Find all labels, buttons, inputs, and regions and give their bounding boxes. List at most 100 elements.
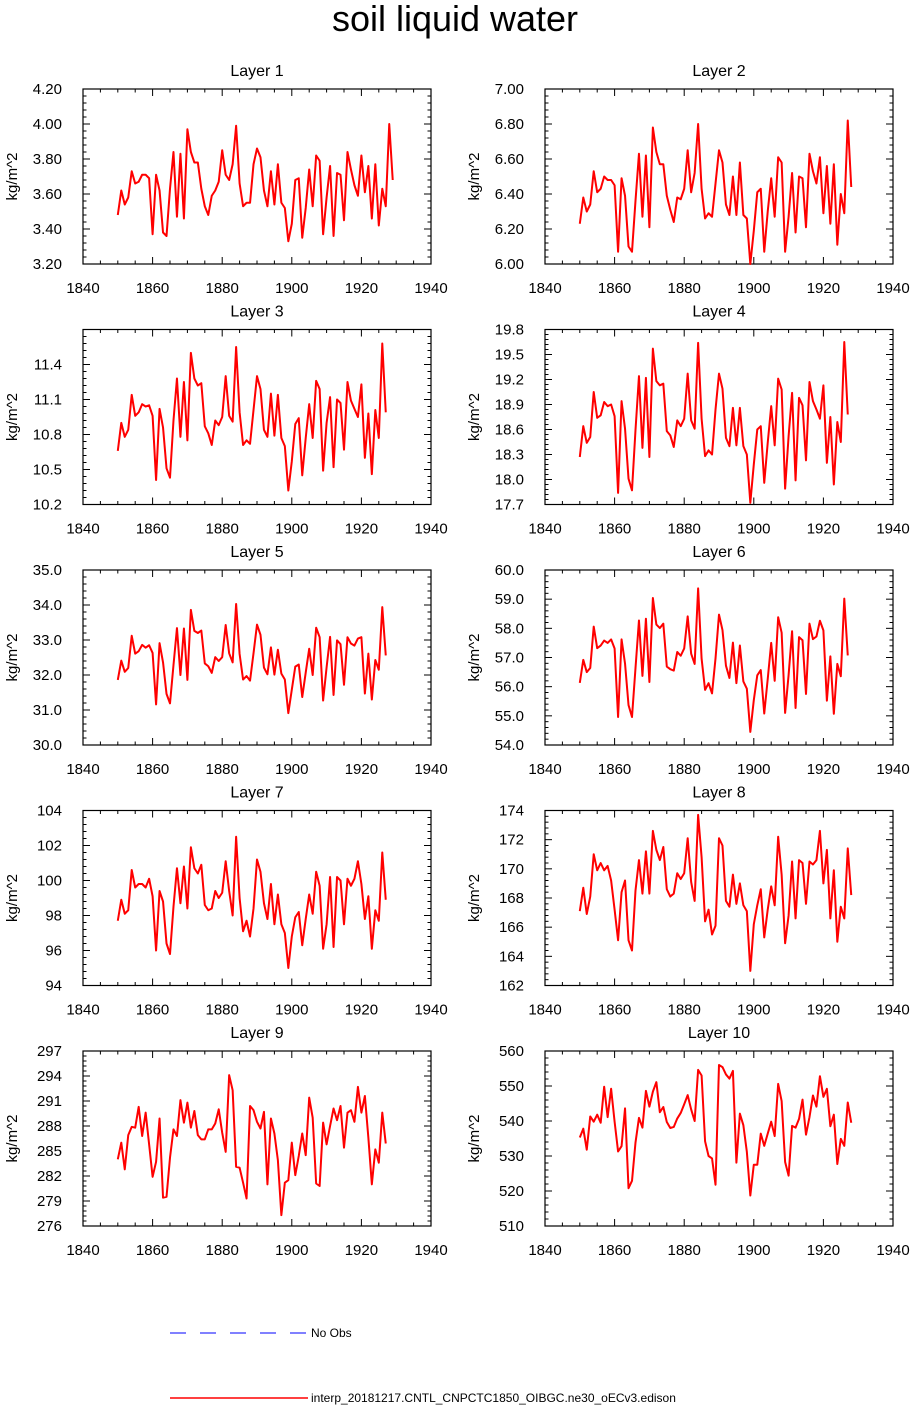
plot-frame	[544, 88, 894, 265]
y-tick-label: 11.1	[34, 392, 62, 409]
x-tick-label: 1920	[807, 761, 840, 778]
y-tick-label: 3.60	[33, 186, 62, 203]
x-tick-label: 1920	[807, 280, 840, 297]
y-tick-label: 4.00	[33, 116, 62, 133]
y-tick-label: 56.0	[495, 679, 524, 696]
y-tick-label: 174	[499, 803, 524, 820]
panel-title: Layer 2	[692, 63, 745, 80]
y-tick-label: 288	[37, 1118, 62, 1135]
y-tick-label: 294	[37, 1068, 62, 1085]
x-tick-label: 1900	[275, 1002, 308, 1019]
x-tick-label: 1900	[737, 280, 770, 297]
x-tick-label: 1900	[737, 1242, 770, 1259]
y-tick-label: 55.0	[495, 708, 524, 725]
y-tick-label: 4.20	[33, 81, 62, 98]
x-tick-label: 1940	[414, 521, 447, 538]
x-tick-label: 1920	[807, 1242, 840, 1259]
chart-panel-7: Layer 7 1840 1860 1880 1900 1920 1940 94 96 98 100…	[4, 785, 448, 1019]
y-axis-label: kg/m^2	[466, 153, 483, 201]
y-tick-label: 166	[499, 919, 524, 936]
x-tick-label: 1840	[528, 1242, 561, 1259]
y-tick-label: 520	[499, 1183, 524, 1200]
panel-title: Layer 6	[692, 544, 745, 561]
x-tick-label: 1860	[136, 521, 169, 538]
x-tick-label: 1860	[598, 1002, 631, 1019]
x-tick-label: 1900	[275, 521, 308, 538]
x-tick-label: 1860	[136, 761, 169, 778]
x-tick-label: 1940	[414, 1002, 447, 1019]
y-tick-label: 172	[499, 832, 524, 849]
y-tick-label: 6.00	[495, 256, 524, 273]
y-tick-label: 60.0	[495, 562, 524, 579]
series-line	[578, 587, 849, 733]
series-line	[116, 602, 387, 715]
x-tick-label: 1920	[807, 1002, 840, 1019]
panel-title: Layer 8	[692, 785, 745, 802]
panel-title: Layer 9	[230, 1025, 283, 1042]
plot-frame	[82, 809, 432, 987]
series-line	[578, 119, 853, 265]
y-tick-label: 98	[45, 908, 62, 925]
y-tick-label: 164	[499, 948, 524, 965]
series-line	[116, 1074, 387, 1217]
y-tick-label: 170	[499, 861, 524, 878]
plot-frame	[82, 88, 432, 265]
panel-title: Layer 7	[230, 785, 283, 802]
x-tick-label: 1920	[345, 761, 378, 778]
x-tick-label: 1840	[66, 521, 99, 538]
y-tick-label: 10.2	[33, 497, 62, 514]
series-line	[578, 341, 849, 504]
y-axis-label: kg/m^2	[4, 874, 21, 922]
chart-panel-4: Layer 4 1840 1860 1880 1900 1920 1940 17.7 18.0 1…	[466, 304, 910, 538]
x-tick-label: 1940	[414, 1242, 447, 1259]
legend-obs-label: No Obs	[311, 1326, 352, 1340]
x-tick-label: 1900	[737, 521, 770, 538]
y-tick-label: 18.6	[495, 422, 524, 439]
y-tick-label: 297	[37, 1043, 62, 1060]
chart-panel-3: Layer 3 1840 1860 1880 1900 1920 1940 10.2 10.5 1…	[4, 304, 448, 538]
y-tick-label: 162	[499, 978, 524, 995]
y-tick-label: 6.60	[495, 151, 524, 168]
x-tick-label: 1880	[668, 280, 701, 297]
x-tick-label: 1860	[598, 1242, 631, 1259]
y-axis-label: kg/m^2	[4, 634, 21, 682]
x-tick-label: 1940	[876, 280, 909, 297]
x-tick-label: 1840	[66, 280, 99, 297]
x-tick-label: 1900	[737, 1002, 770, 1019]
x-tick-label: 1880	[668, 521, 701, 538]
y-tick-label: 32.0	[33, 667, 62, 684]
x-tick-label: 1880	[206, 521, 239, 538]
x-tick-label: 1860	[136, 1242, 169, 1259]
y-tick-label: 282	[37, 1168, 62, 1185]
x-tick-label: 1920	[807, 521, 840, 538]
x-tick-label: 1940	[876, 761, 909, 778]
panel-title: Layer 4	[692, 304, 745, 321]
chart-panel-8: Layer 8 1840 1860 1880 1900 1920 1940 162 164 166…	[466, 785, 910, 1019]
x-tick-label: 1880	[206, 1242, 239, 1259]
series-line	[116, 342, 387, 492]
y-tick-label: 94	[45, 978, 62, 995]
y-tick-label: 6.20	[495, 221, 524, 238]
y-axis-label: kg/m^2	[4, 393, 21, 441]
x-tick-label: 1840	[528, 521, 561, 538]
y-tick-label: 10.8	[33, 427, 62, 444]
y-tick-label: 96	[45, 943, 62, 960]
y-tick-label: 35.0	[33, 562, 62, 579]
y-tick-label: 530	[499, 1148, 524, 1165]
y-tick-label: 18.9	[495, 397, 524, 414]
x-tick-label: 1940	[414, 761, 447, 778]
chart-panel-10: Layer 10 1840 1860 1880 1900 1920 1940 510 520 53…	[466, 1025, 910, 1259]
y-tick-label: 168	[499, 890, 524, 907]
y-tick-label: 3.80	[33, 151, 62, 168]
x-tick-label: 1900	[275, 280, 308, 297]
y-tick-label: 19.8	[495, 322, 524, 339]
y-tick-label: 31.0	[33, 702, 62, 719]
y-axis-label: kg/m^2	[466, 634, 483, 682]
x-tick-label: 1840	[66, 1242, 99, 1259]
y-tick-label: 30.0	[33, 737, 62, 754]
x-tick-label: 1940	[876, 1242, 909, 1259]
y-tick-label: 104	[37, 803, 62, 820]
x-tick-label: 1900	[275, 1242, 308, 1259]
x-tick-label: 1900	[737, 761, 770, 778]
